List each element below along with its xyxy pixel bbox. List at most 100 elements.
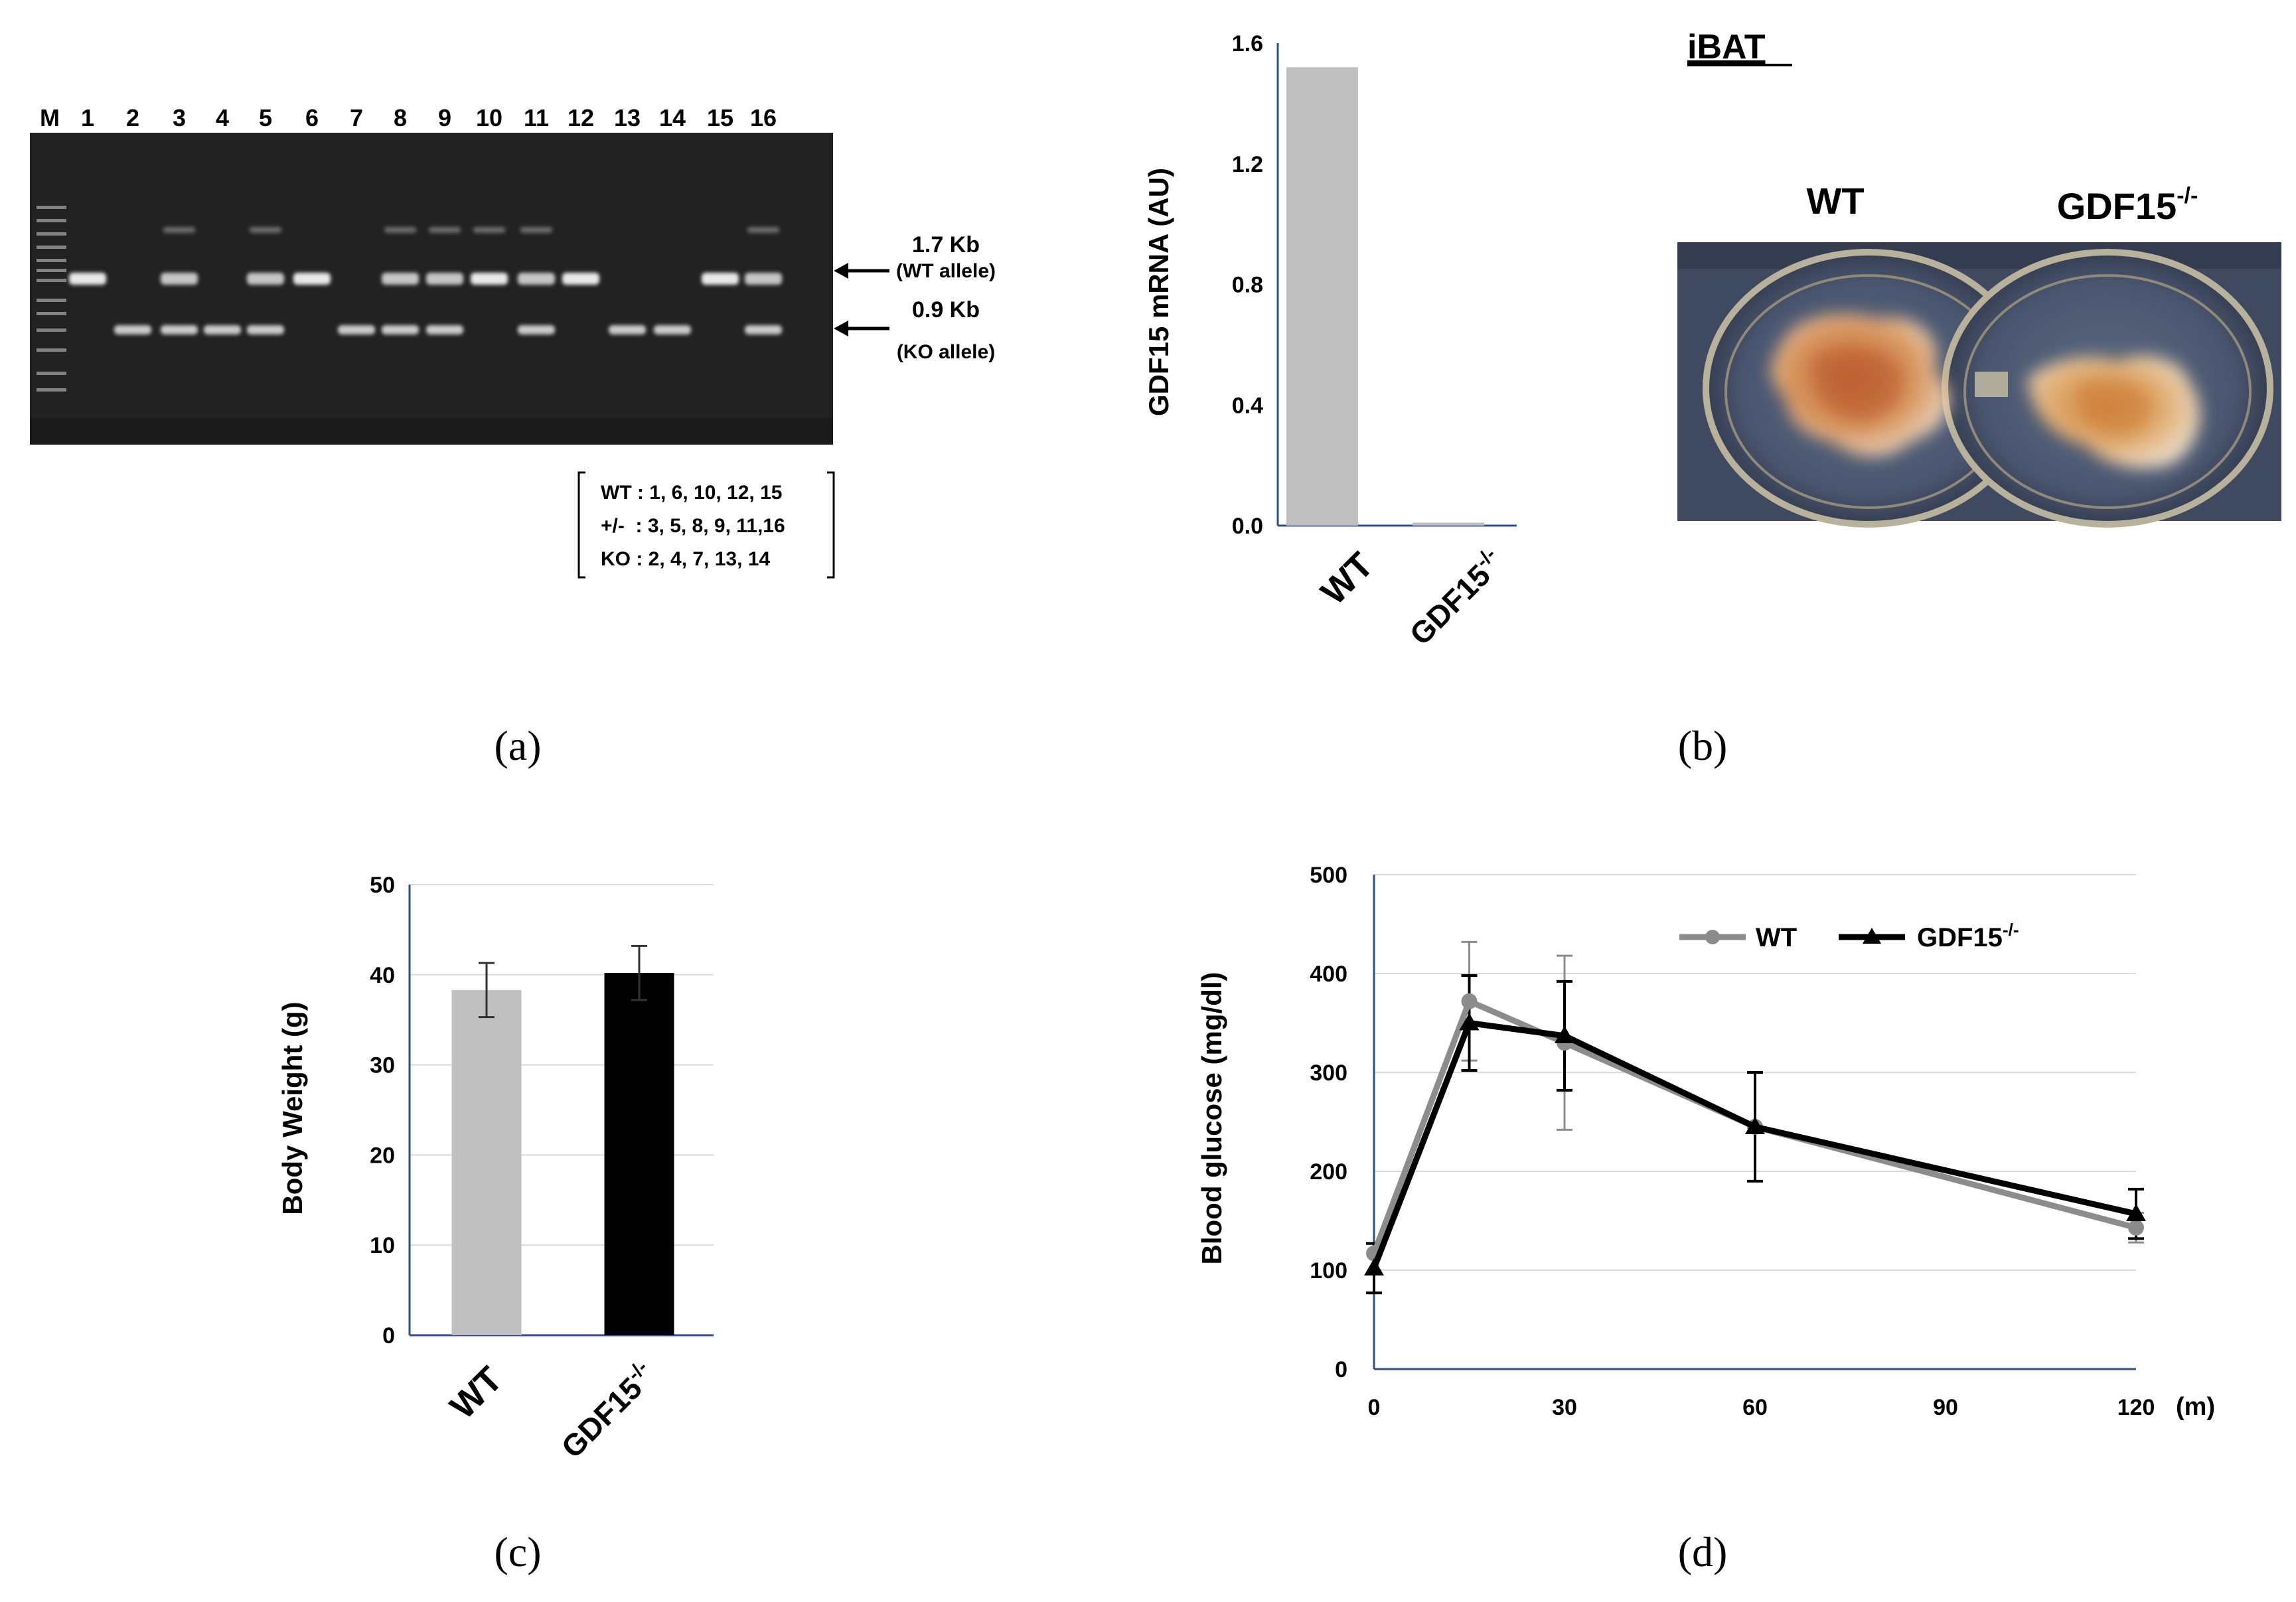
chart-b-xlabel-ko: GDF15-/- bbox=[1402, 544, 1510, 652]
ko-band-annotation: 0.9 Kb (KO allele) bbox=[834, 297, 995, 363]
chart-b-xlabel-ko-sup: -/- bbox=[1472, 544, 1500, 572]
genotype-legend: WT : 1, 6, 10, 12, 15 +/- : 3, 5, 8, 9, … bbox=[577, 471, 835, 579]
lane-label-5: 5 bbox=[259, 104, 272, 131]
lane-label-1: 1 bbox=[81, 104, 94, 131]
chart-c-ylabel: Body Weight (g) bbox=[277, 1001, 308, 1214]
lane-label-11: 11 bbox=[524, 104, 549, 131]
wt-band-lane-15 bbox=[702, 273, 739, 285]
ko-band-arrowhead bbox=[834, 321, 848, 336]
x-tick-label: 120 bbox=[2117, 1395, 2155, 1420]
wt-band-lane-3 bbox=[161, 273, 198, 285]
lane-label-16: 16 bbox=[750, 104, 777, 131]
y-tick-label: 0.8 bbox=[1232, 273, 1263, 298]
legend-ko: KO : 2, 4, 7, 13, 14 bbox=[601, 548, 770, 570]
chart-c-xlabel-ko: GDF15-/- bbox=[554, 1356, 662, 1465]
x-tick-label: 60 bbox=[1742, 1395, 1768, 1420]
ibat-photo-section: iBAT WT GDF15-/- bbox=[1677, 28, 2281, 528]
point-ko-60 bbox=[1745, 1116, 1765, 1134]
tissue-wt-core bbox=[1812, 347, 1903, 421]
lane-label-6: 6 bbox=[305, 104, 319, 131]
chart-c-body-weight: Body Weight (g) WT GDF15-/- 0 10 20 30 40 50 bbox=[277, 873, 714, 1465]
lane-label-15: 15 bbox=[707, 104, 733, 131]
ladder-band bbox=[37, 206, 66, 209]
panel-b: GDF15 mRNA (AU) WT GDF15-/- 0.00.40.81.2… bbox=[1143, 28, 2281, 769]
wt-band-lane-5 bbox=[247, 273, 284, 285]
caption-b: (b) bbox=[1678, 722, 1728, 769]
lane-label-10: 10 bbox=[476, 104, 502, 131]
ko-band-lane-5 bbox=[247, 325, 284, 334]
y-tick-label: 1.2 bbox=[1232, 152, 1263, 177]
wt-band-lane-11 bbox=[518, 273, 555, 285]
gel-bands bbox=[69, 227, 782, 334]
chart-b-gdf15-mrna: GDF15 mRNA (AU) WT GDF15-/- 0.0 0.4 0.8 1.2… bbox=[1143, 31, 1517, 652]
tissue-ko-core bbox=[2077, 379, 2152, 435]
bar-0 bbox=[1286, 67, 1358, 526]
ladder-band bbox=[37, 348, 66, 352]
y-tick-label: 40 bbox=[370, 963, 395, 988]
lane-label-2: 2 bbox=[126, 104, 139, 131]
y-tick-label: 30 bbox=[370, 1053, 395, 1078]
legend-wt-marker bbox=[1705, 930, 1720, 944]
ko-band-label: (KO allele) bbox=[897, 341, 995, 363]
y-tick-label: 200 bbox=[1310, 1159, 1347, 1185]
ladder-band bbox=[37, 312, 66, 315]
wt-band-lane-8 bbox=[382, 273, 419, 285]
ko-band-lane-2 bbox=[114, 325, 151, 334]
y-tick-label: 300 bbox=[1310, 1060, 1347, 1086]
wt-band-annotation: 1.7 Kb (WT allele) bbox=[834, 232, 996, 282]
bar-1 bbox=[604, 973, 674, 1335]
wt-band-lane-16 bbox=[745, 273, 782, 285]
faint-band-lane-16 bbox=[747, 227, 779, 233]
y-tick-label: 0 bbox=[1335, 1357, 1347, 1382]
bar-0 bbox=[451, 989, 522, 1335]
ko-band-lane-14 bbox=[654, 325, 691, 334]
gel-ladder bbox=[37, 206, 66, 392]
point-wt-120 bbox=[2128, 1219, 2144, 1236]
gel-lane-labels: M 1 2 3 4 5 6 7 8 9 10 11 12 13 14 15 16 bbox=[40, 104, 777, 131]
y-tick-label: 0.0 bbox=[1232, 514, 1263, 539]
wt-band-lane-9 bbox=[426, 273, 463, 285]
x-tick-label: 0 bbox=[1368, 1395, 1381, 1420]
dish-connector bbox=[1975, 372, 2008, 397]
ibat-photo bbox=[1677, 242, 2281, 528]
gel-image bbox=[30, 133, 833, 445]
caption-d: (d) bbox=[1678, 1528, 1728, 1575]
ladder-band bbox=[37, 232, 66, 236]
legend-ko-marker bbox=[1863, 928, 1881, 944]
ladder-band bbox=[37, 259, 66, 262]
chart-d-blood-glucose: Blood glucose (mg/dl) (m) WT GDF15-/- 0 1… bbox=[1196, 863, 2215, 1421]
faint-band-lane-11 bbox=[520, 227, 552, 233]
photo-label-ko-sup: -/- bbox=[2177, 183, 2198, 208]
caption-c: (c) bbox=[494, 1528, 541, 1575]
lane-label-3: 3 bbox=[173, 104, 186, 131]
photo-label-ko-main: GDF15 bbox=[2057, 185, 2177, 227]
faint-band-lane-10 bbox=[473, 227, 505, 233]
faint-band-lane-5 bbox=[250, 227, 281, 233]
lane-label-14: 14 bbox=[659, 104, 686, 131]
point-ko-15 bbox=[1459, 1013, 1480, 1031]
photo-title: iBAT bbox=[1687, 28, 1766, 66]
ladder-band bbox=[37, 372, 66, 375]
faint-band-lane-9 bbox=[429, 227, 461, 233]
y-tick-label: 1.6 bbox=[1232, 31, 1263, 56]
legend-wt-label: WT bbox=[1756, 923, 1797, 952]
chart-b-xlabel-wt: WT bbox=[1314, 545, 1381, 613]
y-tick-label: 500 bbox=[1310, 863, 1347, 888]
lane-label-8: 8 bbox=[394, 104, 407, 131]
legend-wt: WT : 1, 6, 10, 12, 15 bbox=[601, 482, 782, 504]
lane-label-4: 4 bbox=[216, 104, 229, 131]
panel-c: Body Weight (g) WT GDF15-/- 01020304050 … bbox=[277, 873, 714, 1575]
y-tick-label: 400 bbox=[1310, 962, 1347, 987]
chart-d-legend: WT GDF15-/- bbox=[1679, 920, 2019, 952]
bar-1 bbox=[1413, 522, 1484, 526]
wt-band-lane-1 bbox=[69, 273, 106, 285]
lane-label-12: 12 bbox=[568, 104, 594, 131]
chart-d-ylabel: Blood glucose (mg/dl) bbox=[1196, 972, 1227, 1265]
wt-band-lane-6 bbox=[293, 273, 331, 285]
legend-bracket-left bbox=[577, 471, 585, 579]
y-tick-label: 50 bbox=[370, 873, 395, 898]
lane-label-9: 9 bbox=[438, 104, 451, 131]
ko-band-lane-11 bbox=[518, 325, 555, 334]
ko-band-lane-3 bbox=[161, 325, 198, 334]
